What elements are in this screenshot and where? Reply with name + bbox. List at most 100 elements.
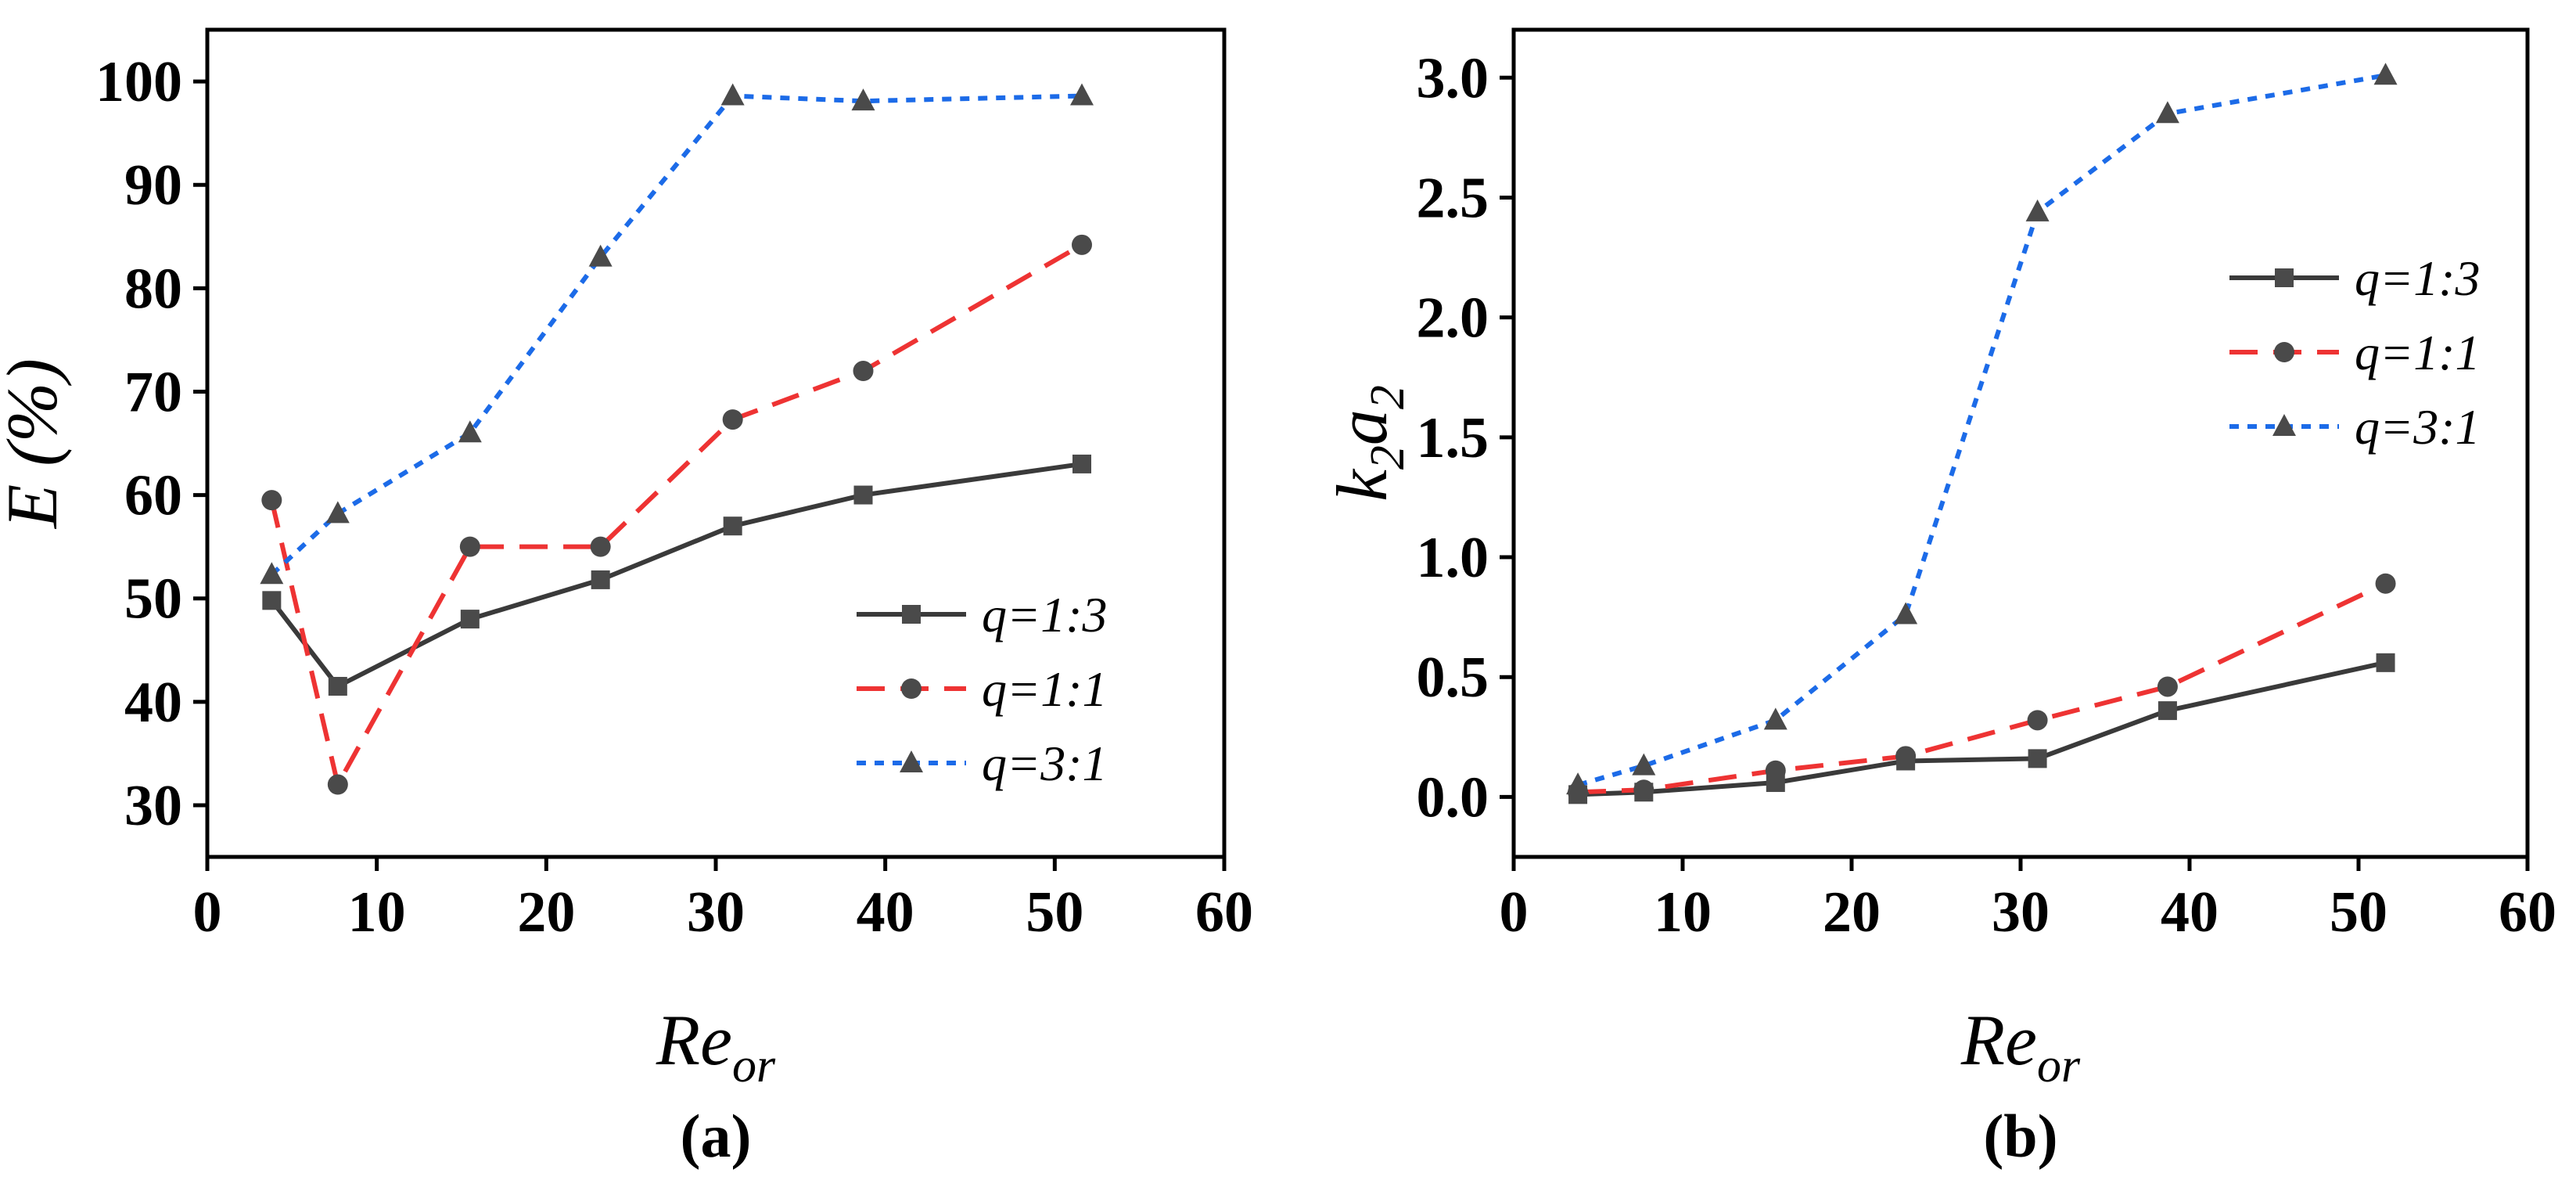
data-point <box>2157 701 2177 721</box>
data-point <box>1763 707 1787 730</box>
data-point <box>1566 772 1590 795</box>
legend-entry: q=1:3 <box>857 587 1108 642</box>
data-point <box>1072 454 1091 473</box>
x-tick-label: 60 <box>2499 880 2556 945</box>
data-point <box>1070 83 1094 106</box>
y-tick-label: 40 <box>124 671 182 735</box>
x-tick-label: 20 <box>517 880 575 945</box>
data-point <box>262 591 282 610</box>
data-point <box>459 536 480 557</box>
series-line <box>270 93 1083 577</box>
data-point <box>2027 710 2048 731</box>
legend-label: q=1:1 <box>2355 325 2481 380</box>
legend-entry: q=1:1 <box>857 661 1108 717</box>
series-q-1-1 <box>1568 573 2396 803</box>
data-point <box>720 83 745 106</box>
data-point <box>1765 760 1786 781</box>
x-axis-title: Reor <box>656 1000 776 1092</box>
legend-marker <box>2275 268 2294 287</box>
data-point <box>853 485 873 505</box>
data-point <box>722 409 743 430</box>
y-tick-label: 90 <box>124 153 182 218</box>
data-point <box>260 562 284 585</box>
legend-entry: q=3:1 <box>2229 399 2481 455</box>
x-tick-label: 30 <box>1992 880 2050 945</box>
data-point <box>2155 101 2179 124</box>
series-line <box>269 461 1083 689</box>
legend-marker <box>900 750 923 772</box>
x-tick-label: 0 <box>1500 880 1529 945</box>
legend-entry: q=1:1 <box>2229 325 2481 380</box>
data-point <box>328 676 347 696</box>
data-point <box>327 774 348 795</box>
x-tick-label: 20 <box>1823 880 1881 945</box>
y-axis-title: k2a2 <box>1322 385 1414 502</box>
series-q-1-3 <box>262 454 1091 696</box>
y-tick-label: 0.5 <box>1417 646 1489 710</box>
data-point <box>1072 234 1092 255</box>
data-point <box>261 490 282 511</box>
y-tick-label: 30 <box>124 774 182 838</box>
panel-a-energy-efficiency-chart: 0 10 20 30 40 50 60 30 40 50 60 70 80 90 100 Reor E (%) (… <box>0 27 1253 1170</box>
data-point <box>325 501 350 524</box>
legend-marker <box>901 678 922 699</box>
y-tick-label: 100 <box>95 50 182 114</box>
series-line <box>1577 73 2387 787</box>
y-tick-label: 3.0 <box>1417 46 1489 110</box>
y-axis-title: E (%) <box>0 358 72 530</box>
legend-marker <box>2274 342 2294 362</box>
legend-label: q=1:1 <box>982 661 1108 717</box>
data-point <box>2373 63 2398 85</box>
x-tick-label: 30 <box>687 880 745 945</box>
data-point <box>2376 653 2395 672</box>
legend-label: q=1:3 <box>982 587 1108 642</box>
data-point <box>458 420 482 443</box>
data-point <box>1894 602 1918 624</box>
legend-label: q=3:1 <box>2355 399 2481 455</box>
data-point <box>851 88 875 111</box>
y-tick-label: 1.5 <box>1417 406 1489 470</box>
y-tick-label: 2.0 <box>1417 286 1489 351</box>
data-point <box>853 361 874 382</box>
panel-label: (a) <box>681 1102 752 1170</box>
legend-label: q=3:1 <box>982 736 1108 791</box>
data-point <box>1633 779 1654 801</box>
y-tick-label: 1.0 <box>1417 526 1489 590</box>
series-q-3-1 <box>1566 63 2398 795</box>
data-point <box>2028 749 2047 768</box>
legend-entry: q=3:1 <box>857 736 1108 791</box>
y-tick-label: 50 <box>124 567 182 632</box>
x-tick-label: 10 <box>1654 880 1712 945</box>
data-point <box>2375 573 2396 594</box>
x-axis-title: Reor <box>1960 1000 2081 1092</box>
y-tick-label: 70 <box>124 360 182 424</box>
data-point <box>723 516 742 536</box>
y-tick-label: 60 <box>124 464 182 528</box>
data-point <box>1895 746 1917 767</box>
data-point <box>591 570 610 589</box>
y-tick-label: 0.0 <box>1417 765 1489 830</box>
x-tick-label: 40 <box>2161 880 2219 945</box>
x-tick-label: 50 <box>1026 880 1083 945</box>
series-line <box>1577 660 2387 797</box>
series-q-3-1 <box>260 83 1094 585</box>
legend-marker <box>2272 414 2296 436</box>
series-q-1-1 <box>261 234 1092 795</box>
y-tick-label: 80 <box>124 257 182 321</box>
x-tick-label: 60 <box>1195 880 1253 945</box>
y-tick-label: 2.5 <box>1417 166 1489 230</box>
series-line <box>269 243 1083 787</box>
data-point <box>460 610 480 629</box>
legend-label: q=1:3 <box>2355 250 2481 306</box>
legend-marker <box>902 605 921 624</box>
panel-label: (b) <box>1983 1102 2057 1170</box>
data-point <box>2157 676 2178 697</box>
plot-frame <box>205 27 1227 859</box>
x-tick-label: 0 <box>193 880 222 945</box>
data-point <box>2025 199 2050 221</box>
data-point <box>590 536 611 557</box>
data-point <box>1632 753 1656 776</box>
panel-b-k2a2-chart: 0 10 20 30 40 50 60 0.0 0.5 1.0 1.5 2.0 2.5 3.0 Reor k2… <box>1322 27 2556 1170</box>
x-tick-label: 50 <box>2330 880 2387 945</box>
